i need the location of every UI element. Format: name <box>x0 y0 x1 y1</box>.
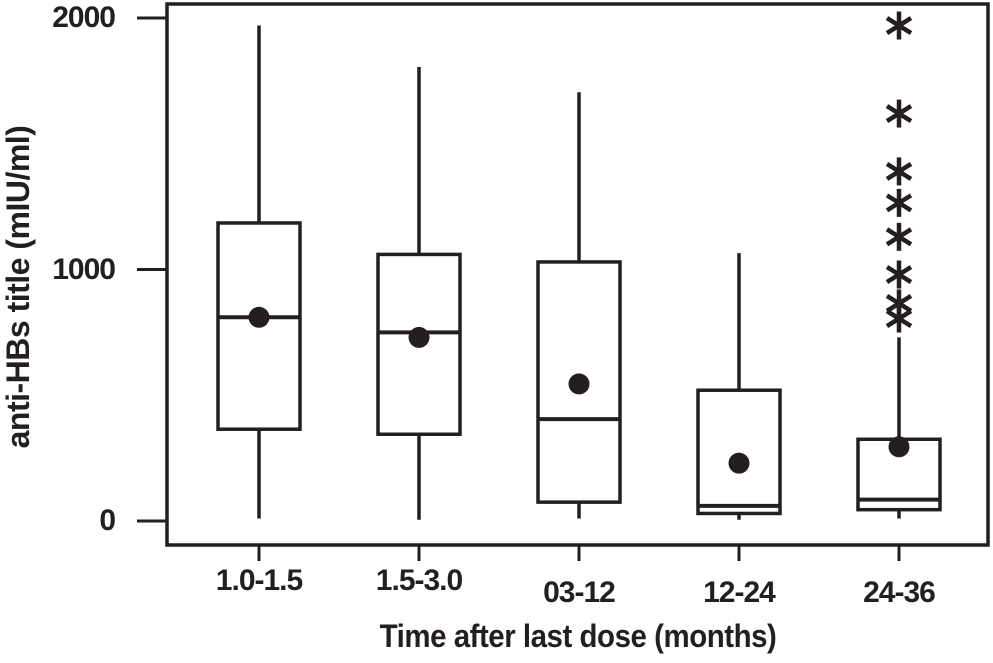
mean-marker-03-12 <box>568 373 590 395</box>
asterisk-stroke <box>885 309 913 328</box>
outlier-asterisk <box>885 11 913 40</box>
asterisk-stroke <box>885 16 913 35</box>
asterisk-stroke <box>885 104 913 123</box>
asterisk-stroke <box>885 162 913 181</box>
outlier-asterisk <box>885 188 913 217</box>
x-tick-label-1: 1.0-1.5 <box>215 564 303 597</box>
outlier-asterisk <box>885 222 913 251</box>
outlier-asterisk <box>885 157 913 186</box>
y-tick-label-0: 0 <box>99 504 116 537</box>
y-tick-label-2000: 2000 <box>52 1 116 34</box>
mean-marker-1.0-1.5 <box>248 306 270 328</box>
x-axis-title: Time after last dose (months) <box>379 618 776 654</box>
x-tick-label-4: 12-24 <box>703 576 776 609</box>
outlier-asterisk <box>885 260 913 289</box>
asterisk-stroke <box>885 265 913 284</box>
x-tick-label-5: 24-36 <box>863 576 936 609</box>
y-axis-title: anti-HBs title (mIU/ml) <box>0 125 36 449</box>
outlier-asterisk <box>885 304 913 333</box>
x-tick-label-2: 1.5-3.0 <box>375 564 463 597</box>
mean-marker-12-24 <box>728 452 750 474</box>
asterisk-stroke <box>885 294 913 313</box>
x-tick-label-3: 03-12 <box>543 576 616 609</box>
asterisk-stroke <box>885 227 913 247</box>
y-tick-label-1000: 1000 <box>52 252 116 286</box>
mean-marker-24-36 <box>888 436 910 458</box>
mean-marker-1.5-3.0 <box>408 326 430 348</box>
asterisk-stroke <box>885 193 913 213</box>
outlier-asterisk <box>885 99 913 128</box>
box-12-24 <box>696 388 782 516</box>
